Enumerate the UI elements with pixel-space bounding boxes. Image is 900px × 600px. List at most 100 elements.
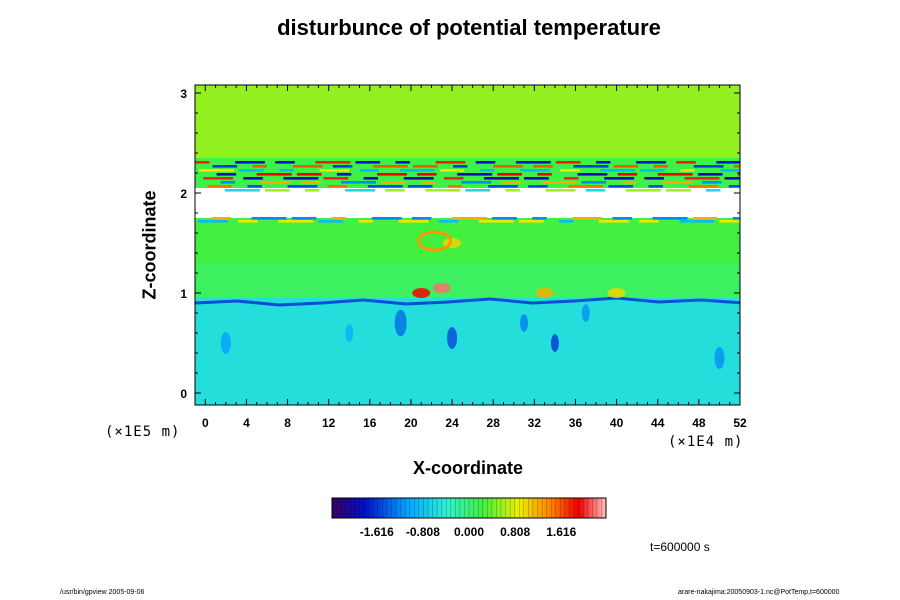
chart-title: disturbunce of potential temperature: [277, 15, 661, 40]
colorbar-frame: [331, 497, 607, 519]
cold-eddy: [714, 347, 725, 369]
turbulence-streak: [644, 177, 664, 180]
turbulence-streak: [621, 181, 637, 184]
vortex-ring: [417, 230, 453, 252]
cold-eddy: [345, 324, 354, 342]
turbulence-streak: [453, 165, 468, 168]
turbulence-streak: [367, 185, 403, 188]
turbulence-streak: [608, 185, 634, 188]
turbulence-streak: [532, 217, 547, 220]
turbulence-streak: [207, 185, 233, 188]
turbulence-streak: [417, 173, 437, 176]
turbulence-streak: [505, 189, 520, 192]
turbulence-streak: [728, 185, 740, 188]
heatmap-field: [195, 85, 776, 405]
turbulence-streak: [439, 169, 465, 172]
cold-eddy: [550, 334, 559, 352]
turbulence-streak: [648, 185, 663, 188]
x-tick-label: 20: [404, 416, 418, 430]
y-axis-label: Z-coordinate: [139, 190, 160, 300]
turbulence-streak: [398, 220, 429, 223]
turbulence-streak: [684, 177, 720, 180]
turbulence-streak: [331, 217, 347, 220]
turbulence-streak: [599, 220, 629, 223]
turbulence-streak: [243, 177, 263, 180]
turbulence-streak: [252, 165, 267, 168]
x-tick-label: 8: [284, 416, 291, 430]
turbulence-streak: [403, 177, 434, 180]
turbulence-streak: [247, 185, 262, 188]
turbulence-streak: [278, 220, 314, 223]
turbulence-streak: [585, 189, 606, 192]
turbulence-streak: [639, 220, 659, 223]
turbulence-streak: [706, 189, 721, 192]
turbulence-streak: [719, 220, 740, 223]
turbulence-streak: [657, 173, 693, 176]
turbulence-streak: [564, 177, 579, 180]
cold-eddy: [581, 304, 590, 322]
turbulence-streak: [692, 217, 718, 220]
colorbar-tick-label: -1.616: [360, 525, 394, 539]
turbulence-streak: [493, 165, 524, 168]
y-tick-label: 0: [180, 387, 187, 401]
turbulence-streak: [318, 220, 344, 223]
y-tick-label: 3: [180, 87, 187, 101]
turbulence-streak: [220, 181, 236, 184]
turbulence-streak: [275, 161, 295, 164]
turbulence-streak: [612, 217, 633, 220]
y-tick-label: 1: [180, 287, 187, 301]
turbulence-streak: [746, 189, 776, 192]
colorbar-tick-label: 0.808: [500, 525, 530, 539]
turbulence-streak: [724, 177, 740, 180]
x-tick-label: 44: [651, 416, 665, 430]
turbulence-streak: [737, 173, 740, 176]
turbulence-streak: [733, 165, 740, 168]
cold-eddy: [520, 314, 529, 332]
turbulence-streak: [617, 173, 638, 176]
turbulence-streak: [358, 220, 373, 223]
turbulence-streak: [457, 173, 493, 176]
turbulence-streak: [693, 165, 724, 168]
field-band-2: [195, 221, 740, 263]
turbulence-streak: [203, 177, 234, 180]
turbulence-streak: [515, 161, 551, 164]
turbulence-streak: [483, 177, 519, 180]
warm-eddy: [535, 288, 554, 298]
turbulence-streak: [560, 169, 580, 172]
turbulence-streak: [385, 189, 405, 192]
x-tick-label: 52: [733, 416, 747, 430]
turbulence-streak: [425, 189, 461, 192]
turbulence-streak: [559, 220, 574, 223]
x-axis-unit: (×1E4 m): [668, 434, 744, 450]
turbulence-streak: [300, 181, 321, 184]
turbulence-streak: [720, 169, 740, 172]
turbulence-streak: [319, 169, 350, 172]
turbulence-streak: [435, 161, 466, 164]
turbulence-streak: [653, 165, 669, 168]
turbulence-streak: [452, 217, 488, 220]
cold-eddy: [220, 332, 231, 354]
colorbar-tick-label: -0.808: [406, 525, 440, 539]
turbulence-streak: [355, 161, 381, 164]
turbulence-streak: [555, 161, 581, 164]
turbulence-streak: [581, 181, 607, 184]
warm-eddy: [607, 288, 626, 298]
turbulence-streak: [447, 185, 463, 188]
y-axis-unit: (×1E5 m): [105, 424, 181, 440]
y-tick-label: 2: [180, 187, 187, 201]
turbulence-streak: [613, 165, 639, 168]
turbulence-streak: [251, 217, 287, 220]
turbulence-streak: [438, 220, 459, 223]
turbulence-streak: [296, 173, 322, 176]
turbulence-streak: [235, 161, 265, 164]
turbulence-streak: [465, 189, 491, 192]
turbulence-streak: [519, 169, 550, 172]
x-axis-label: X-coordinate: [412, 458, 523, 478]
turbulence-streak: [665, 189, 691, 192]
turbulence-streak: [279, 169, 294, 172]
turbulence-streak: [661, 181, 692, 184]
field-band-0: [195, 85, 740, 158]
turbulence-streak: [501, 181, 521, 184]
turbulence-streak: [572, 217, 603, 220]
turbulence-streak: [287, 185, 318, 188]
